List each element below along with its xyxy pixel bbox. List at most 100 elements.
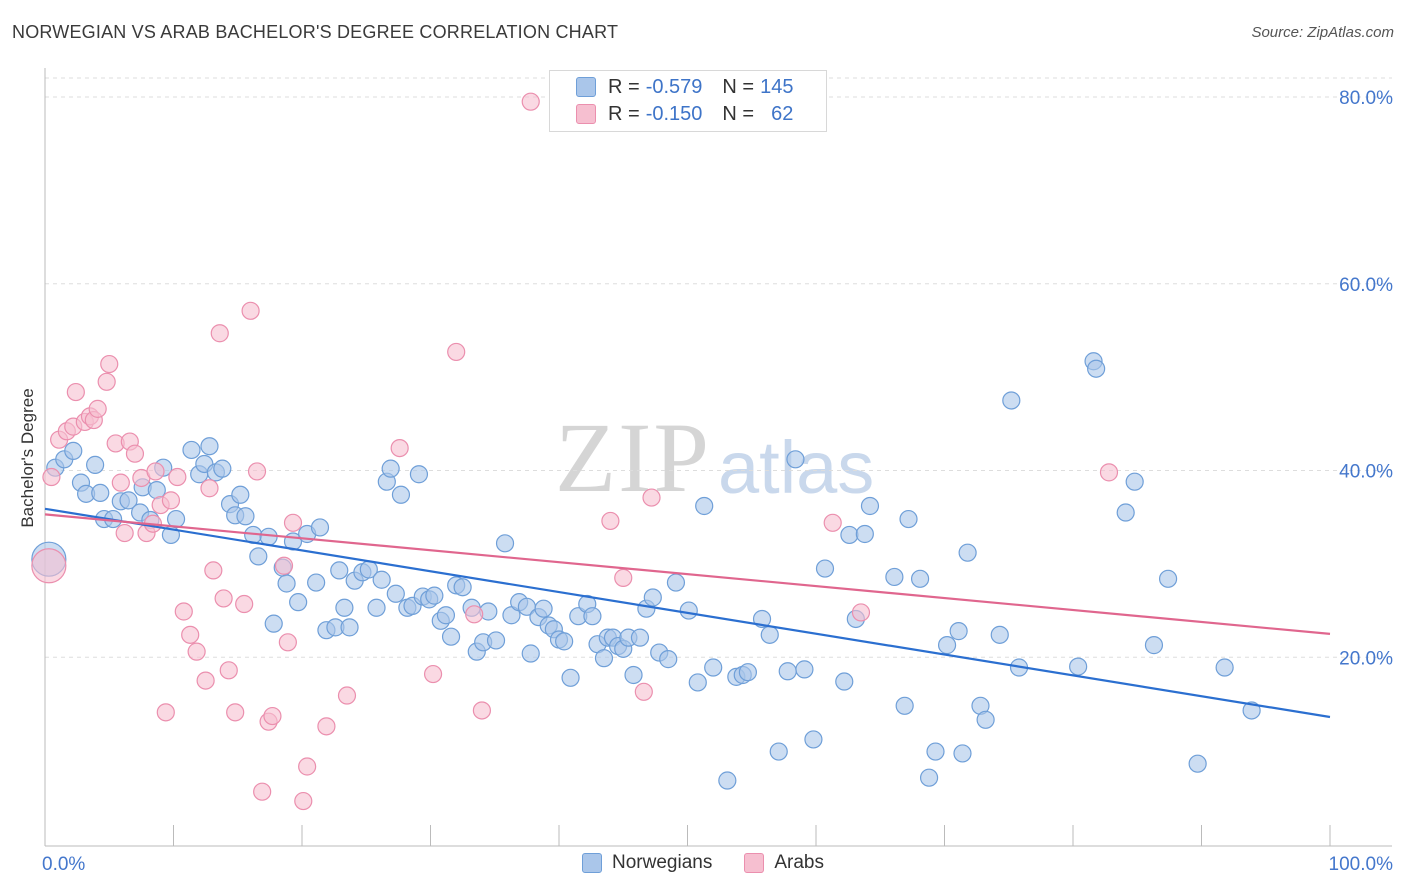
arabs-point xyxy=(298,757,317,776)
norwegians-point xyxy=(277,574,296,593)
arabs-point xyxy=(66,382,85,402)
arabs-point xyxy=(31,548,67,584)
legend-item-norwegians[interactable]: Norwegians xyxy=(582,852,712,874)
arabs-point xyxy=(181,625,200,644)
norwegians-point xyxy=(441,627,461,646)
norwegians-point xyxy=(1125,472,1144,491)
arabs-point xyxy=(253,782,272,801)
norwegians-point xyxy=(372,570,391,589)
norwegians-point xyxy=(1188,754,1207,773)
norwegians-point xyxy=(236,507,255,526)
arabs-point xyxy=(317,717,336,736)
arabs-point xyxy=(97,372,116,391)
norwegians-point xyxy=(976,710,995,729)
norwegians-point xyxy=(815,559,835,578)
norwegians-swatch xyxy=(582,853,603,873)
n-label: N = xyxy=(722,102,755,125)
norwegians-point xyxy=(926,742,945,761)
norwegians-point xyxy=(679,601,698,620)
norwegians-point xyxy=(704,658,723,677)
norwegians-point xyxy=(1215,658,1234,677)
arabs-point xyxy=(1099,463,1119,482)
arabs-point xyxy=(274,556,294,575)
arabs-point xyxy=(174,602,193,621)
correlation-legend: R = -0.579 N = 145 R = -0.150 N = 62 xyxy=(549,70,827,132)
arabs-point xyxy=(200,479,219,498)
norwegians-point xyxy=(119,491,138,510)
arabs-point xyxy=(235,594,254,614)
norwegians-point xyxy=(760,625,779,644)
norwegians-point xyxy=(1116,503,1135,522)
legend-row-arabs: R = -0.150 N = 62 xyxy=(550,101,793,127)
norwegians-point xyxy=(855,524,874,544)
norwegians-point xyxy=(1069,657,1088,676)
arabs-point xyxy=(125,444,145,463)
n-value: 145 xyxy=(760,75,794,98)
norwegians-point xyxy=(630,628,650,647)
norwegians-point xyxy=(335,598,354,617)
arabs-point xyxy=(204,561,223,580)
norwegians-point xyxy=(1087,359,1106,378)
arabs-point xyxy=(614,568,633,587)
arabs-point xyxy=(465,605,484,624)
arabs-point xyxy=(111,473,130,492)
arabs-point xyxy=(88,399,107,418)
arabs-point xyxy=(337,686,357,705)
norwegians-point xyxy=(182,440,201,460)
norwegians-point xyxy=(330,561,349,580)
norwegians-point xyxy=(64,441,83,460)
norwegians-point xyxy=(367,598,386,617)
norwegians-point xyxy=(453,578,472,597)
norwegians-point xyxy=(213,459,232,478)
legend-label-norwegians: Norwegians xyxy=(612,852,713,873)
norwegians-point xyxy=(391,485,411,504)
arabs-swatch xyxy=(576,104,596,124)
arabs-point xyxy=(210,324,229,343)
arabs-point xyxy=(472,701,491,720)
norwegians-point xyxy=(688,673,707,692)
x-tick-label: 0.0% xyxy=(42,854,85,875)
norwegians-point xyxy=(910,569,930,588)
arabs-point xyxy=(214,589,233,608)
arabs-point xyxy=(634,682,653,701)
watermark-zip: ZIP xyxy=(555,402,711,513)
norwegians-point xyxy=(919,768,939,787)
norwegians-point xyxy=(310,518,330,537)
arabs-point xyxy=(642,488,661,507)
arabs-point xyxy=(241,301,260,320)
norwegians-point xyxy=(521,644,540,663)
arabs-point xyxy=(278,633,297,652)
arabs-point xyxy=(161,491,181,510)
arabs-point xyxy=(187,642,206,661)
norwegians-point xyxy=(718,771,737,790)
arabs-point xyxy=(42,467,61,487)
norwegians-point xyxy=(555,632,574,651)
norwegians-point xyxy=(495,534,515,553)
norwegians-point xyxy=(425,586,444,605)
arabs-point xyxy=(219,661,238,680)
norwegians-point xyxy=(835,672,854,691)
norwegians-swatch xyxy=(576,77,596,97)
arabs-swatch xyxy=(744,853,765,873)
legend-item-arabs[interactable]: Arabs xyxy=(744,852,824,874)
norwegians-point xyxy=(386,584,405,603)
source-label: Source: ZipAtlas.com xyxy=(1251,24,1394,41)
chart-title: NORWEGIAN VS ARAB BACHELOR'S DEGREE CORR… xyxy=(12,22,619,42)
norwegians-point xyxy=(949,622,968,641)
arabs-point xyxy=(247,462,267,481)
norwegians-point xyxy=(885,567,904,587)
norwegians-point xyxy=(666,573,686,592)
arabs-point xyxy=(168,467,187,487)
norwegians-point xyxy=(643,588,662,607)
norwegians-point xyxy=(1144,636,1164,655)
norwegians-point xyxy=(738,663,757,682)
r-value: -0.150 xyxy=(645,102,703,125)
norwegians-point xyxy=(624,665,643,685)
y-tick-label: 80.0% xyxy=(1339,88,1393,109)
arabs-trend-line xyxy=(44,513,1331,636)
norwegians-point xyxy=(409,465,429,484)
norwegians-point xyxy=(1158,569,1178,588)
arabs-point xyxy=(283,513,303,532)
arabs-point xyxy=(423,664,443,684)
